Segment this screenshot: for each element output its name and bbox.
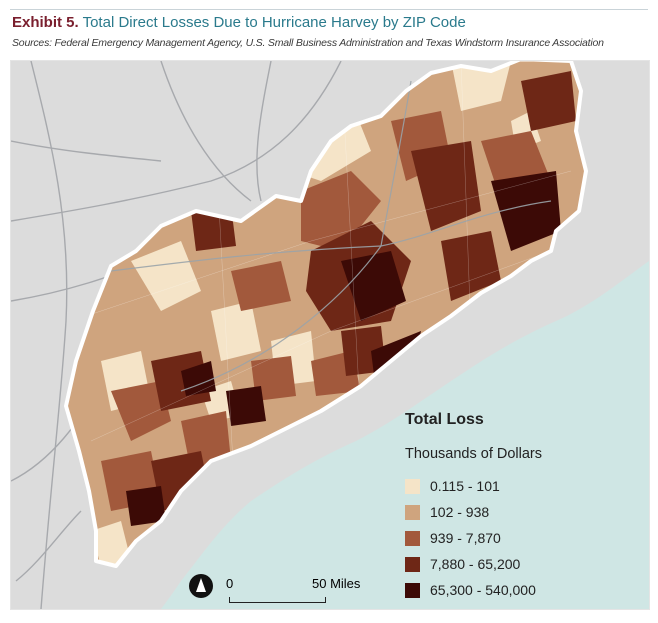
scale-end-label: 50 Miles (312, 576, 361, 591)
scale-start-label: 0 (226, 576, 234, 591)
exhibit-title-text: Total Direct Losses Due to Hurricane Har… (82, 14, 466, 31)
legend-subtitle: Thousands of Dollars (405, 446, 543, 462)
legend-item: 7,880 - 65,200 (405, 551, 542, 577)
choropleth-map: Total Loss Thousands of Dollars 0.115 - … (10, 60, 650, 610)
gulf-water (161, 261, 649, 609)
legend-label: 7,880 - 65,200 (430, 556, 521, 572)
region-roads (110, 80, 552, 392)
legend-label: 102 - 938 (430, 504, 490, 520)
legend-swatch (405, 582, 420, 598)
legend-title: Total Loss (405, 411, 484, 428)
background-roads (11, 61, 342, 609)
legend-swatch (405, 530, 420, 546)
exhibit-number: Exhibit 5. (12, 14, 79, 31)
map-legend: Total Loss Thousands of Dollars 0.115 - … (405, 411, 542, 603)
region-outline (64, 61, 588, 568)
legend-item: 65,300 - 540,000 (405, 577, 542, 603)
scale-bar: 0 50 Miles (189, 568, 389, 608)
legend-item: 939 - 7,870 (405, 525, 542, 551)
legend-swatch (405, 478, 420, 494)
legend-item: 0.115 - 101 (405, 473, 542, 499)
legend-label: 65,300 - 540,000 (430, 582, 536, 598)
legend-swatch (405, 504, 420, 520)
legend-item: 102 - 938 (405, 499, 542, 525)
exhibit-title: Exhibit 5. Total Direct Losses Due to Hu… (12, 14, 466, 31)
header-rule (10, 9, 648, 10)
legend-label: 0.115 - 101 (430, 478, 500, 494)
legend-label: 939 - 7,870 (430, 530, 501, 546)
map-canvas (11, 61, 649, 609)
sources-note: Sources: Federal Emergency Management Ag… (12, 37, 604, 49)
north-arrow-icon (189, 574, 213, 598)
legend-swatch (405, 556, 420, 572)
scale-line (229, 597, 326, 603)
